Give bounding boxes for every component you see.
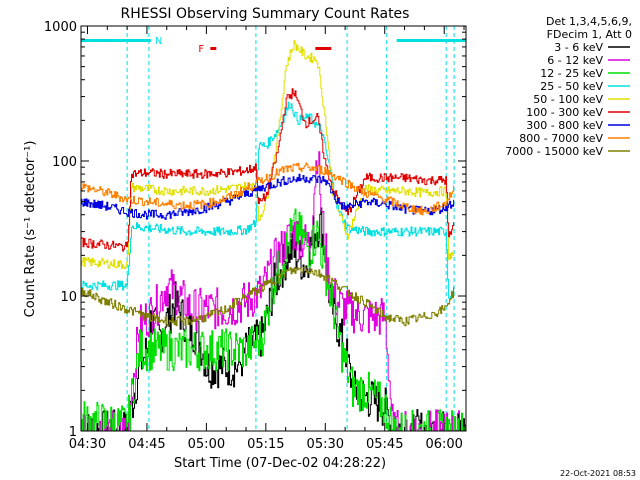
legend-label: 3 - 6 keV xyxy=(554,41,603,54)
series-line-4 xyxy=(81,40,455,270)
flare-label: F xyxy=(198,44,204,55)
series-line-3 xyxy=(81,101,455,300)
y-axis: 1 10 100 1000 xyxy=(44,20,466,440)
series-line-7 xyxy=(81,162,455,216)
y-axis-label: Count Rate (s⁻¹ detector⁻¹) xyxy=(23,141,38,318)
y-tick-label: 1000 xyxy=(44,20,77,35)
series-line-2 xyxy=(81,208,466,432)
legend-label: 6 - 12 keV xyxy=(547,54,603,67)
x-tick-label: 05:45 xyxy=(366,437,403,452)
series-line-8 xyxy=(81,267,455,327)
y-tick-label: 10 xyxy=(60,290,77,305)
legend-label: 25 - 50 keV xyxy=(540,80,603,93)
legend-header: FDecim 1, Att 0 xyxy=(547,28,632,41)
series-line-0 xyxy=(81,207,466,432)
x-tick-label: 05:30 xyxy=(307,437,344,452)
legend: Det 1,3,4,5,6,9,FDecim 1, Att 03 - 6 keV… xyxy=(505,15,632,158)
series-line-1 xyxy=(81,151,466,432)
flare-bar xyxy=(210,47,217,50)
x-tick-label: 05:15 xyxy=(247,437,284,452)
chart-title: RHESSI Observing Summary Count Rates xyxy=(121,6,410,22)
x-tick-label: 04:45 xyxy=(128,437,165,452)
legend-header: Det 1,3,4,5,6,9, xyxy=(546,15,632,28)
y-tick-label: 100 xyxy=(52,155,77,170)
y-tick-label: 1 xyxy=(69,425,77,440)
plot-area: NF xyxy=(80,25,467,432)
x-tick-label: 05:00 xyxy=(188,437,225,452)
footer-date: 22-Oct-2021 08:53 xyxy=(560,469,636,478)
night-label: N xyxy=(155,36,162,47)
x-axis: 04:30 04:45 05:00 05:15 05:30 05:45 06:00 xyxy=(69,26,465,452)
series-line-5 xyxy=(81,88,455,252)
legend-label: 12 - 25 keV xyxy=(540,67,603,80)
x-tick-label: 06:00 xyxy=(425,437,462,452)
x-axis-label: Start Time (07-Dec-02 04:28:22) xyxy=(174,456,386,471)
flare-bar xyxy=(315,47,332,50)
x-tick-label: 04:30 xyxy=(69,437,106,452)
plot-frame xyxy=(80,25,467,432)
annotation-bars: NF xyxy=(81,36,466,55)
series-lines xyxy=(81,40,466,432)
legend-label: 7000 - 15000 keV xyxy=(505,145,603,158)
legend-label: 300 - 800 keV xyxy=(526,119,603,132)
night-bar xyxy=(81,39,151,42)
legend-label: 800 - 7000 keV xyxy=(519,132,603,145)
legend-label: 50 - 100 keV xyxy=(533,93,603,106)
legend-label: 100 - 300 keV xyxy=(526,106,603,119)
night-bar xyxy=(396,39,466,42)
